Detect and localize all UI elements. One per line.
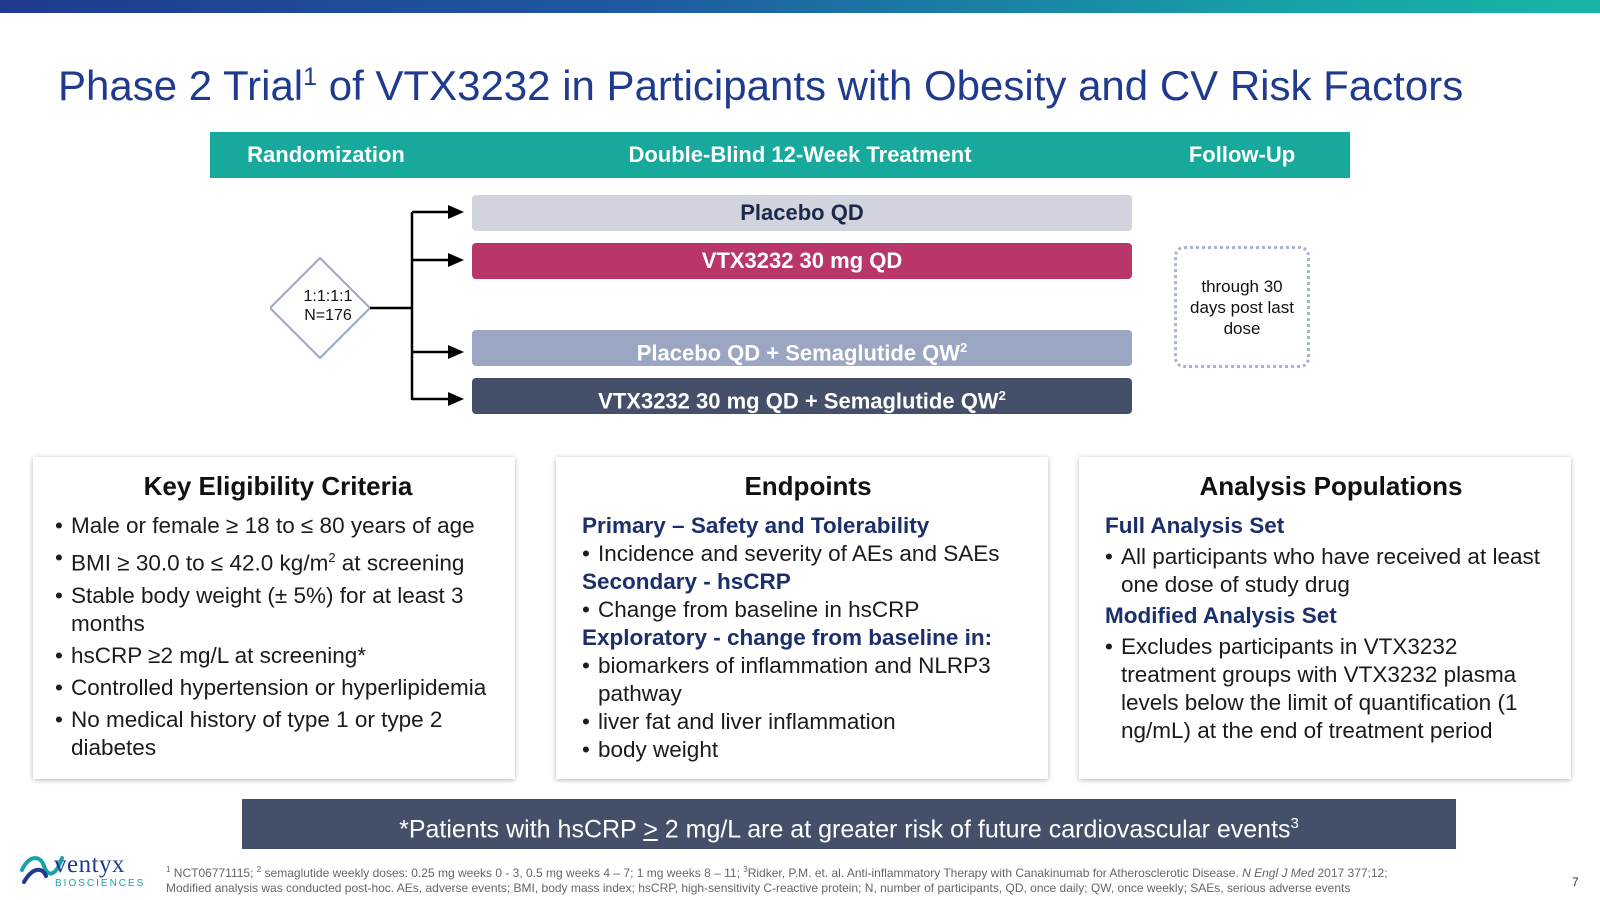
analysis-modified-list: Excludes participants in VTX3232 treatme… <box>1105 633 1557 745</box>
footnote-text-d: 2017 377;12; <box>1314 866 1388 880</box>
footnote-ref-3: 3 <box>743 865 748 874</box>
phase-header-bar: Randomization Double-Blind 12-Week Treat… <box>210 132 1350 178</box>
risk-banner: *Patients with hsCRP > 2 mg/L are at gre… <box>242 799 1456 849</box>
arm-placebo: Placebo QD <box>472 195 1132 231</box>
analysis-item: All participants who have received at le… <box>1105 543 1557 599</box>
footnote: 1 NCT06771115; 2 semaglutide weekly dose… <box>166 862 1546 896</box>
randomization-label: 1:1:1:1 N=176 <box>278 287 378 325</box>
logo-wave-teal <box>20 856 64 876</box>
endpoint-item: Change from baseline in hsCRP <box>582 596 1034 624</box>
footnote-text-b: semaglutide weekly doses: 0.25 mg weeks … <box>264 866 744 880</box>
arrow-head-vtx30 <box>448 253 464 267</box>
eligibility-list: Male or female ≥ 18 to ≤ 80 years of age… <box>55 512 501 762</box>
endpoints-exploratory-list: biomarkers of inflammation and NLRP3 pat… <box>582 652 1034 764</box>
footnote-text-a: NCT06771115; <box>173 866 257 880</box>
follow-up-text: through 30 days post last dose <box>1190 276 1294 338</box>
randomization-diagram <box>270 205 464 406</box>
footnote-text-c: Ridker, P.M. et. al. Anti-inflammatory T… <box>747 866 1243 880</box>
analysis-full-list: All participants who have received at le… <box>1105 543 1557 599</box>
endpoints-exploratory-heading: Exploratory - change from baseline in: <box>582 625 993 650</box>
endpoints-card: Endpoints Primary – Safety and Tolerabil… <box>556 457 1048 779</box>
phase-randomization: Randomization <box>247 142 405 167</box>
arm-placebo-semaglutide: Placebo QD + Semaglutide QW2 <box>472 330 1132 366</box>
eligibility-title: Key Eligibility Criteria <box>143 471 413 501</box>
analysis-modified-heading: Modified Analysis Set <box>1105 603 1337 628</box>
slide-title: Phase 2 Trial1 of VTX3232 in Participant… <box>58 62 1558 110</box>
title-footnote-ref: 1 <box>303 63 318 91</box>
eligibility-item: hsCRP ≥2 mg/L at screening* <box>55 642 501 670</box>
eligibility-bmi-sup: 2 <box>328 550 336 565</box>
endpoints-primary-heading: Primary – Safety and Tolerability <box>582 513 930 538</box>
eligibility-item: Male or female ≥ 18 to ≤ 80 years of age <box>55 512 501 540</box>
phase-follow-up: Follow-Up <box>1188 142 1296 167</box>
eligibility-item: No medical history of type 1 or type 2 d… <box>55 706 501 762</box>
randomization-diamond <box>270 256 372 360</box>
endpoint-item: Incidence and severity of AEs and SAEs <box>582 540 1034 568</box>
analysis-item: Excludes participants in VTX3232 treatme… <box>1105 633 1557 745</box>
arm-vtx3232-semaglutide: VTX3232 30 mg QD + Semaglutide QW2 <box>472 378 1132 414</box>
endpoints-title: Endpoints <box>744 471 872 501</box>
analysis-title: Analysis Populations <box>1199 471 1463 501</box>
top-accent-band <box>0 0 1600 13</box>
randomization-ratio: 1:1:1:1 <box>303 288 353 305</box>
analysis-card: Analysis Populations Full Analysis Set A… <box>1079 457 1571 779</box>
eligibility-item: Stable body weight (± 5%) for at least 3… <box>55 582 501 638</box>
arrow-head-placebo <box>448 205 464 219</box>
eligibility-item-bmi: BMI ≥ 30.0 to ≤ 42.0 kg/m2 at screening <box>55 544 501 578</box>
eligibility-bmi-text: BMI ≥ 30.0 to ≤ 42.0 kg/m <box>71 550 329 576</box>
footnote-line-2: Modified analysis was conducted post-hoc… <box>166 881 1351 895</box>
endpoints-primary-list: Incidence and severity of AEs and SAEs <box>582 540 1034 568</box>
title-text-pre: Phase 2 Trial <box>58 62 304 109</box>
follow-up-box: through 30 days post last dose <box>1174 246 1310 368</box>
footnote-journal: N Engl J Med <box>1242 866 1315 880</box>
arm-vtx3232: VTX3232 30 mg QD <box>472 243 1132 279</box>
endpoint-item: biomarkers of inflammation and NLRP3 pat… <box>582 652 1034 708</box>
analysis-full-heading: Full Analysis Set <box>1105 513 1285 538</box>
arm-placebo-semaglutide-label: Placebo QD + Semaglutide QW <box>636 340 961 366</box>
endpoint-item: liver fat and liver inflammation <box>582 708 1034 736</box>
phase-treatment: Double-Blind 12-Week Treatment <box>628 142 972 167</box>
ventyx-logo-icon <box>20 856 64 884</box>
footnote-ref-1: 1 <box>166 865 171 874</box>
arrow-head-vtx30-sema <box>448 392 464 406</box>
eligibility-card: Key Eligibility Criteria Male or female … <box>33 457 515 779</box>
eligibility-item: Controlled hypertension or hyperlipidemi… <box>55 674 501 702</box>
arm-placebo-label: Placebo QD <box>740 200 864 225</box>
logo-subtitle: BIOSCIENCES <box>55 878 146 889</box>
arm-placebo-semaglutide-ref: 2 <box>960 340 968 355</box>
endpoint-item: body weight <box>582 736 1034 764</box>
arrow-head-placebo-sema <box>448 345 464 359</box>
banner-text-post: 2 mg/L are at greater risk of future car… <box>657 815 1291 844</box>
randomization-n: N=176 <box>304 307 352 324</box>
banner-text-pre: *Patients with hsCRP <box>399 815 644 844</box>
banner-ref: 3 <box>1290 815 1299 832</box>
banner-ge-symbol: > <box>643 815 658 844</box>
endpoints-secondary-list: Change from baseline in hsCRP <box>582 596 1034 624</box>
eligibility-bmi-tail: at screening <box>335 550 465 576</box>
arm-vtx3232-label: VTX3232 30 mg QD <box>701 248 903 273</box>
logo-wordmark: ventyx <box>54 851 126 878</box>
arm-vtx3232-semaglutide-ref: 2 <box>998 388 1006 403</box>
footnote-ref-2: 2 <box>256 865 262 874</box>
footnote-line-1: 1 NCT06771115; 2 semaglutide weekly dose… <box>166 862 1546 881</box>
title-text-post: of VTX3232 in Participants with Obesity … <box>317 62 1464 109</box>
logo-wave-blue <box>22 867 48 884</box>
arm-vtx3232-semaglutide-label: VTX3232 30 mg QD + Semaglutide QW <box>598 388 999 414</box>
page-number: 7 <box>1572 875 1579 889</box>
endpoints-secondary-heading: Secondary - hsCRP <box>582 569 791 594</box>
